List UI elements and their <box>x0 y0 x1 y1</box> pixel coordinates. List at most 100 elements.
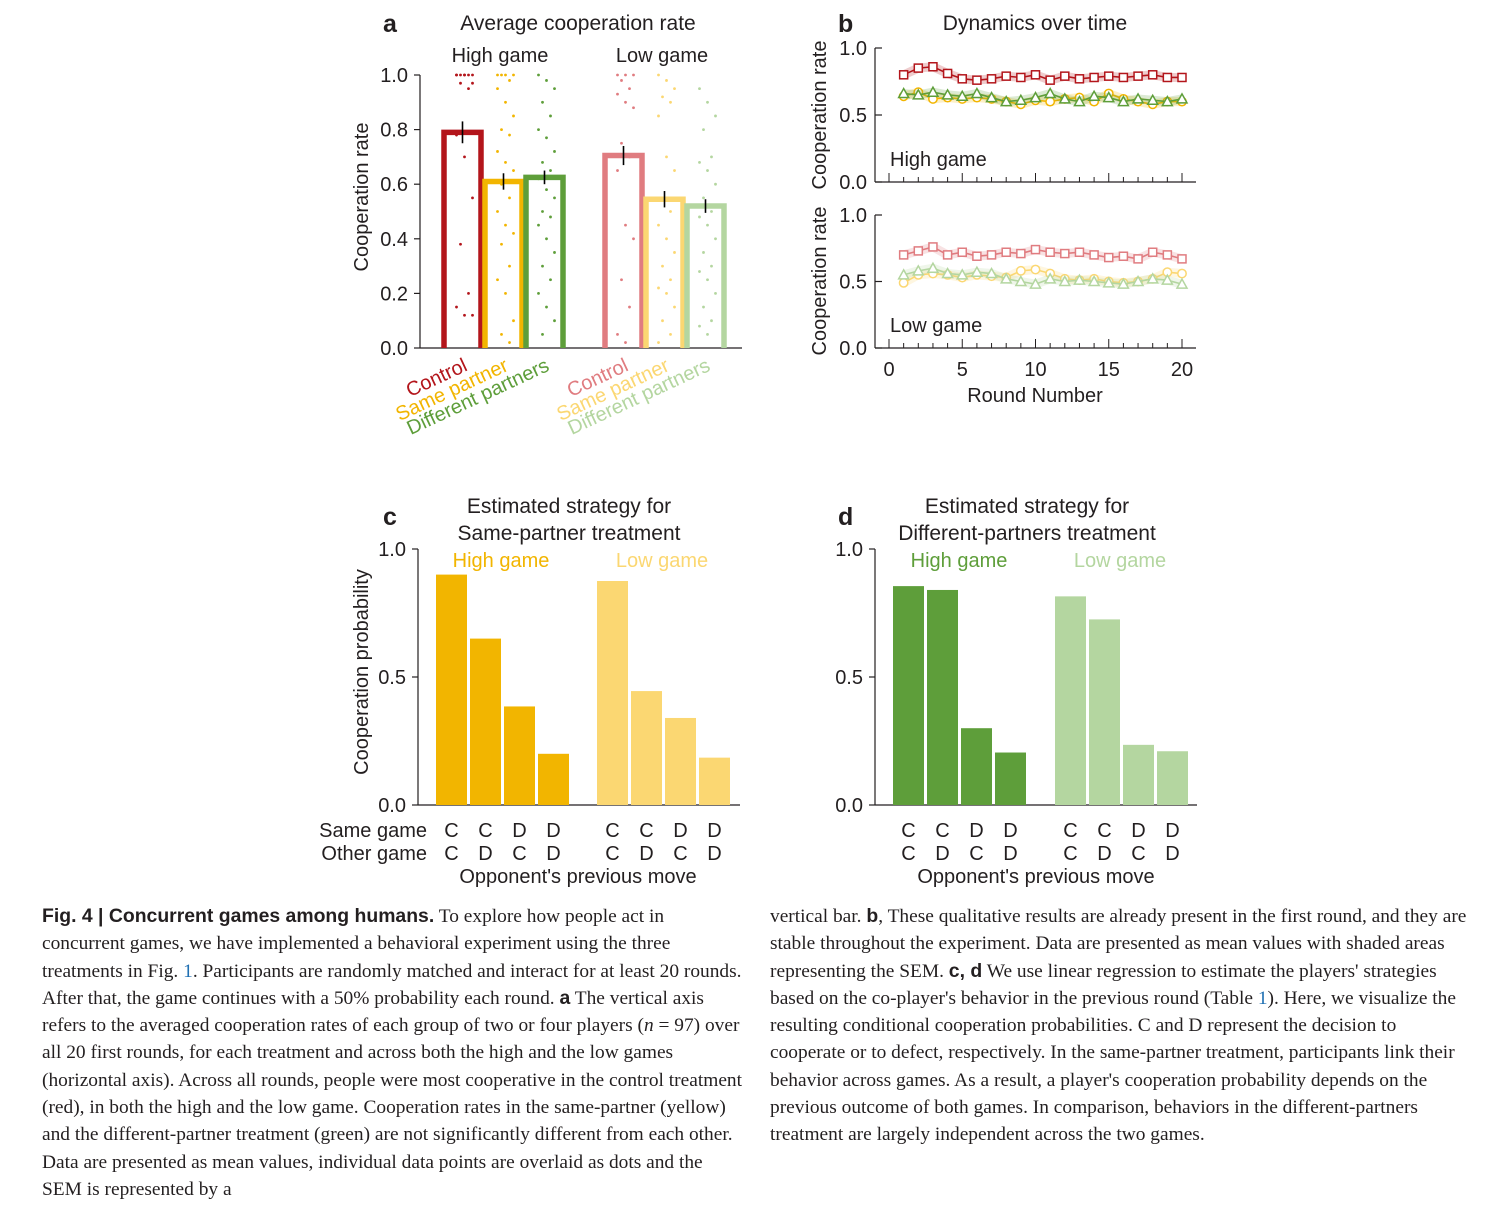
panel-c-same-game-label: D <box>546 820 560 842</box>
panel-b-marker-triangle <box>1161 273 1174 285</box>
panel-b-marker-square <box>1045 75 1055 85</box>
panel-c-xlabel: Opponent's previous move <box>459 866 696 888</box>
panel-b-marker-square <box>1089 72 1099 83</box>
panel-c-bar <box>699 757 730 805</box>
panel-a-data-point <box>459 73 462 77</box>
panel-a-data-point <box>553 150 556 153</box>
panel-b-ytick-label: 1.0 <box>839 38 867 60</box>
panel-b-marker-square <box>1001 71 1011 81</box>
caption-left-text-1: To explore how people act in concurrent … <box>42 906 671 982</box>
panel-b-marker-triangle <box>1102 91 1116 103</box>
panel-b-marker-square <box>1147 247 1158 257</box>
panel-a-data-point <box>512 231 515 235</box>
panel-a-data-point <box>512 319 515 323</box>
panel-a-data-point <box>467 87 470 91</box>
panel-d-letter: d <box>838 503 853 531</box>
panel-a-data-point <box>673 251 676 254</box>
panel-a-data-point <box>698 324 701 328</box>
panel-c-other-game-label: C <box>444 843 458 865</box>
panel-a-data-point <box>710 319 713 323</box>
panel-a-bar <box>441 129 484 348</box>
panel-b-marker-triangle <box>1161 95 1174 107</box>
panel-a-data-point <box>496 87 499 91</box>
panel-a-data-point <box>512 169 515 172</box>
caption-separator: | <box>92 905 109 927</box>
panel-b-ytick-label: 0.5 <box>839 272 867 294</box>
panel-b-marker-square <box>1133 254 1143 264</box>
panel-b-marker-square <box>1104 71 1114 81</box>
panel-a-data-point <box>665 79 668 82</box>
panel-b-ylabel-top: Cooperation rate <box>809 41 831 190</box>
panel-b-marker-triangle <box>1087 274 1101 287</box>
panel-c-bar <box>436 574 467 805</box>
panel-a-data-point <box>553 251 556 254</box>
panel-c-bar <box>470 638 501 805</box>
caption-fig-ref-link[interactable]: 1 <box>183 960 193 982</box>
caption-panel-cd-ref: c, d <box>948 959 983 982</box>
panel-b-marker-square <box>913 63 924 73</box>
panel-c-other-game-label: C <box>673 843 687 865</box>
panel-c-same-game-label: D <box>512 820 526 842</box>
panel-a-data-point <box>702 128 705 132</box>
panel-a-data-point <box>455 133 458 137</box>
panel-a-data-point <box>459 81 462 85</box>
caption-table-ref-link[interactable]: 1 <box>1257 987 1268 1009</box>
panel-a-bar <box>684 203 727 348</box>
panel-b-marker-triangle <box>897 268 910 280</box>
panel-a-data-point <box>669 210 672 213</box>
panel-b-marker-triangle <box>1043 87 1057 99</box>
panel-b-marker-triangle <box>897 87 910 99</box>
panel-b-marker-circle <box>898 277 909 288</box>
panel-a-data-point <box>616 169 619 172</box>
panel-b-marker-triangle <box>926 261 940 273</box>
panel-a-ytick-label: 0.0 <box>380 338 408 360</box>
panel-a-data-point <box>657 73 660 77</box>
panel-b-marker-triangle <box>1117 95 1130 107</box>
panel-a-data-point <box>504 160 507 164</box>
panel-a-data-point <box>632 73 635 77</box>
panel-a-data-point <box>471 81 474 85</box>
panel-a-data-point <box>504 100 507 104</box>
panel-b-marker-triangle <box>1058 92 1072 104</box>
panel-b-marker-triangle <box>1146 272 1159 284</box>
panel-b-marker-triangle <box>1043 272 1057 284</box>
panel-a-bar <box>523 174 566 348</box>
panel-a-bar <box>643 196 686 348</box>
panel-d-bar <box>1157 751 1188 805</box>
panel-a-data-point <box>541 332 544 336</box>
panel-d-other-game-label: C <box>1131 843 1145 865</box>
panel-a-data-point <box>471 313 474 317</box>
panel-c-bar <box>504 706 535 805</box>
panel-b-marker-square <box>1016 72 1026 83</box>
panel-a-data-point <box>463 155 466 159</box>
panel-a-data-point <box>500 128 503 132</box>
panel-c-letter: c <box>383 503 397 531</box>
panel-a-data-point <box>661 196 664 200</box>
panel-d-ytick-label: 0.5 <box>835 667 863 689</box>
panel-a-data-point <box>504 73 507 77</box>
panel-a-data-point <box>500 332 503 336</box>
panel-d: d Estimated strategy for Different-partn… <box>835 495 1197 888</box>
panel-b-marker-triangle <box>955 89 969 101</box>
caption-right-text-1: vertical bar. <box>770 906 867 927</box>
panel-d-other-game-label: C <box>1063 843 1077 865</box>
panel-b-marker-triangle <box>970 87 984 99</box>
panel-b-ytick-label: 0.0 <box>839 338 867 360</box>
panel-d-same-game-label: C <box>1097 820 1111 842</box>
caption-left-text-4: = 97) over all 20 first rounds, for each… <box>42 1015 743 1200</box>
caption-left-text-3: The vertical axis refers to the averaged… <box>42 987 704 1037</box>
panel-a: a Average cooperation rate High game Low… <box>351 10 742 440</box>
panel-a-data-point <box>541 264 544 268</box>
panel-a-data-point <box>467 292 470 295</box>
panel-c: c Estimated strategy for Same-partner tr… <box>319 495 740 888</box>
panel-b-marker-triangle <box>1117 277 1130 289</box>
panel-b-title: Dynamics over time <box>943 12 1127 35</box>
panel-c-ytick-label: 0.0 <box>378 795 406 817</box>
panel-d-same-game-label: C <box>935 820 949 842</box>
panel-c-other-game-label: C <box>605 843 619 865</box>
panel-b-marker-square <box>957 247 967 257</box>
panel-a-data-point <box>496 278 499 282</box>
panel-d-bar <box>961 728 992 805</box>
panel-b-marker-square <box>928 242 938 252</box>
